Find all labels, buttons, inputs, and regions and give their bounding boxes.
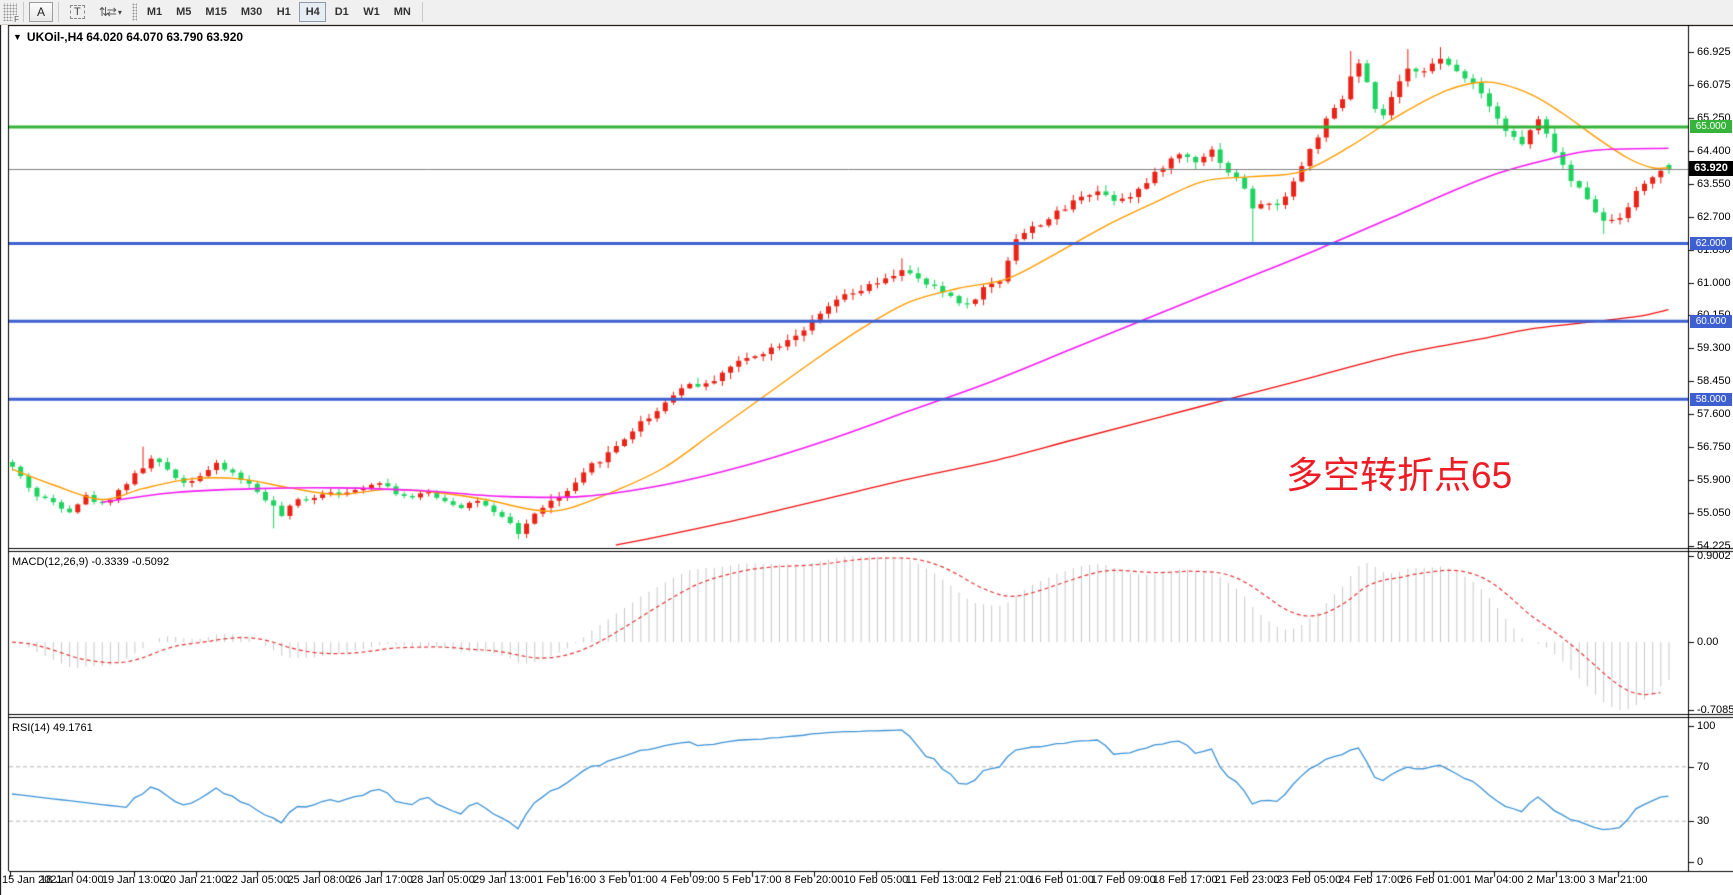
timeframe-button-h4[interactable]: H4 xyxy=(299,2,327,22)
price-level-label: 62.000 xyxy=(1690,237,1732,251)
toolbar-separator xyxy=(58,2,59,22)
timeframe-button-d1[interactable]: D1 xyxy=(328,2,355,22)
time-axis-label: 1 Feb 16:00 xyxy=(537,874,596,886)
price-level-label: 60.000 xyxy=(1690,314,1732,328)
rsi-label: RSI(14) 49.1761 xyxy=(12,722,93,734)
macd-label: MACD(12,26,9) -0.3339 -0.5092 xyxy=(12,556,170,568)
time-axis-label: 19 Jan 13:00 xyxy=(101,874,166,886)
time-axis-label: 4 Feb 09:00 xyxy=(660,874,720,886)
time-axis-label: 15 Jan 2021 xyxy=(2,874,63,886)
timeframe-button-m15[interactable]: M15 xyxy=(199,2,232,22)
price-axis-tick: 61.000 xyxy=(1697,276,1731,289)
toolbar-separator xyxy=(23,2,24,22)
text-label-button[interactable]: T xyxy=(64,2,91,22)
timeframe-button-h1[interactable]: H1 xyxy=(270,2,297,22)
time-axis-label: 8 Feb 20:00 xyxy=(784,874,844,886)
timeframe-button-m1[interactable]: M1 xyxy=(141,2,168,22)
chart-title: ▼ UKOil-,H4 64.020 64.070 63.790 63.920 xyxy=(13,30,243,44)
price-axis-tick: 64.400 xyxy=(1697,144,1731,157)
price-axis-tick: 55.900 xyxy=(1697,474,1731,487)
time-axis-label: 3 Mar 21:00 xyxy=(1588,874,1648,886)
time-axis-label: 21 Feb 23:00 xyxy=(1214,874,1280,886)
time-axis-label: 26 Jan 17:00 xyxy=(349,874,413,886)
timeframe-button-mn[interactable]: MN xyxy=(388,2,417,22)
rsi-axis-tick: 100 xyxy=(1697,720,1716,732)
time-axis-label: 3 Feb 01:00 xyxy=(599,874,658,886)
time-axis-label: 10 Feb 05:00 xyxy=(843,874,909,886)
toolbar-grip-icon[interactable] xyxy=(131,3,137,21)
toolbar: F A T ⇅⇄ ▾ M1 M5 M15 M30 H1 H4 D1 W1 MN xyxy=(0,0,1733,25)
time-axis-label: 29 Jan 13:00 xyxy=(472,874,537,886)
price-axis-tick: 57.600 xyxy=(1697,408,1731,421)
time-axis-label: 25 Jan 08:00 xyxy=(287,874,352,886)
current-price-label: 63.920 xyxy=(1689,161,1733,177)
timeframe-button-m30[interactable]: M30 xyxy=(235,2,268,22)
time-axis-label: 18 Jan 04:00 xyxy=(40,874,104,886)
time-axis-label: 5 Feb 17:00 xyxy=(722,874,782,886)
macd-axis-tick: 0.00 xyxy=(1697,636,1719,649)
price-level-label: 58.000 xyxy=(1690,392,1732,406)
price-axis-tick: 63.550 xyxy=(1697,177,1731,190)
time-axis-label: 1 Mar 04:00 xyxy=(1465,874,1524,886)
time-axis-label: 28 Jan 05:00 xyxy=(411,874,475,886)
time-axis-label: 18 Feb 17:00 xyxy=(1152,874,1218,886)
price-axis-tick: 55.050 xyxy=(1697,507,1731,520)
timeframe-group: M1 M5 M15 M30 H1 H4 D1 W1 MN xyxy=(140,2,418,22)
cursor-mode-button[interactable]: ⇅⇄ ▾ xyxy=(93,2,128,22)
macd-axis-tick: 0.9002 xyxy=(1697,550,1731,562)
time-axis-label: 22 Jan 05:00 xyxy=(225,874,290,886)
rsi-axis-tick: 30 xyxy=(1697,815,1710,828)
chart-selector-icon[interactable]: ▼ xyxy=(13,32,22,42)
time-axis-label: 16 Feb 01:00 xyxy=(1029,874,1094,886)
time-axis-label: 26 Feb 01:00 xyxy=(1400,874,1465,886)
time-axis-label: 11 Feb 13:00 xyxy=(905,874,970,886)
time-axis-label: 2 Mar 13:00 xyxy=(1526,874,1586,886)
toolbar-grip-icon[interactable]: F xyxy=(3,3,19,24)
text-label-icon: T xyxy=(70,5,85,19)
timeframe-button-w1[interactable]: W1 xyxy=(357,2,386,22)
chart-title-text: UKOil-,H4 64.020 64.070 63.790 63.920 xyxy=(26,30,244,44)
price-axis-tick: 58.450 xyxy=(1697,375,1731,388)
time-axis-label: 12 Feb 21:00 xyxy=(967,874,1033,886)
price-axis-tick: 66.075 xyxy=(1697,78,1731,91)
annotate-button[interactable]: A xyxy=(29,2,53,22)
timeframe-button-m5[interactable]: M5 xyxy=(170,2,197,22)
price-chart-canvas[interactable] xyxy=(0,25,1733,895)
time-axis-label: 17 Feb 09:00 xyxy=(1090,874,1156,886)
macd-axis-tick: -0.7085 xyxy=(1697,704,1733,716)
time-axis-label: 20 Jan 21:00 xyxy=(163,874,228,886)
price-axis-tick: 59.300 xyxy=(1697,342,1731,355)
price-axis-tick: 54.225 xyxy=(1697,539,1731,552)
price-axis-tick: 66.925 xyxy=(1697,46,1731,58)
toolbar-separator xyxy=(421,2,423,22)
price-axis-tick: 62.700 xyxy=(1697,210,1731,223)
price-axis-tick: 56.750 xyxy=(1697,441,1731,454)
chevron-down-icon: ▾ xyxy=(117,7,122,17)
price-level-label: 65.000 xyxy=(1690,120,1732,134)
rsi-axis-tick: 70 xyxy=(1697,760,1710,773)
arrows-icon: ⇅⇄ xyxy=(98,5,117,19)
rsi-axis-tick: 0 xyxy=(1697,856,1704,868)
chart-window: ▼ UKOil-,H4 64.020 64.070 63.790 63.920 … xyxy=(0,25,1733,895)
annotation-text[interactable]: 多空转折点65 xyxy=(1286,455,1513,496)
time-axis-label: 24 Feb 17:00 xyxy=(1338,874,1404,886)
time-axis-label: 23 Feb 05:00 xyxy=(1276,874,1342,886)
